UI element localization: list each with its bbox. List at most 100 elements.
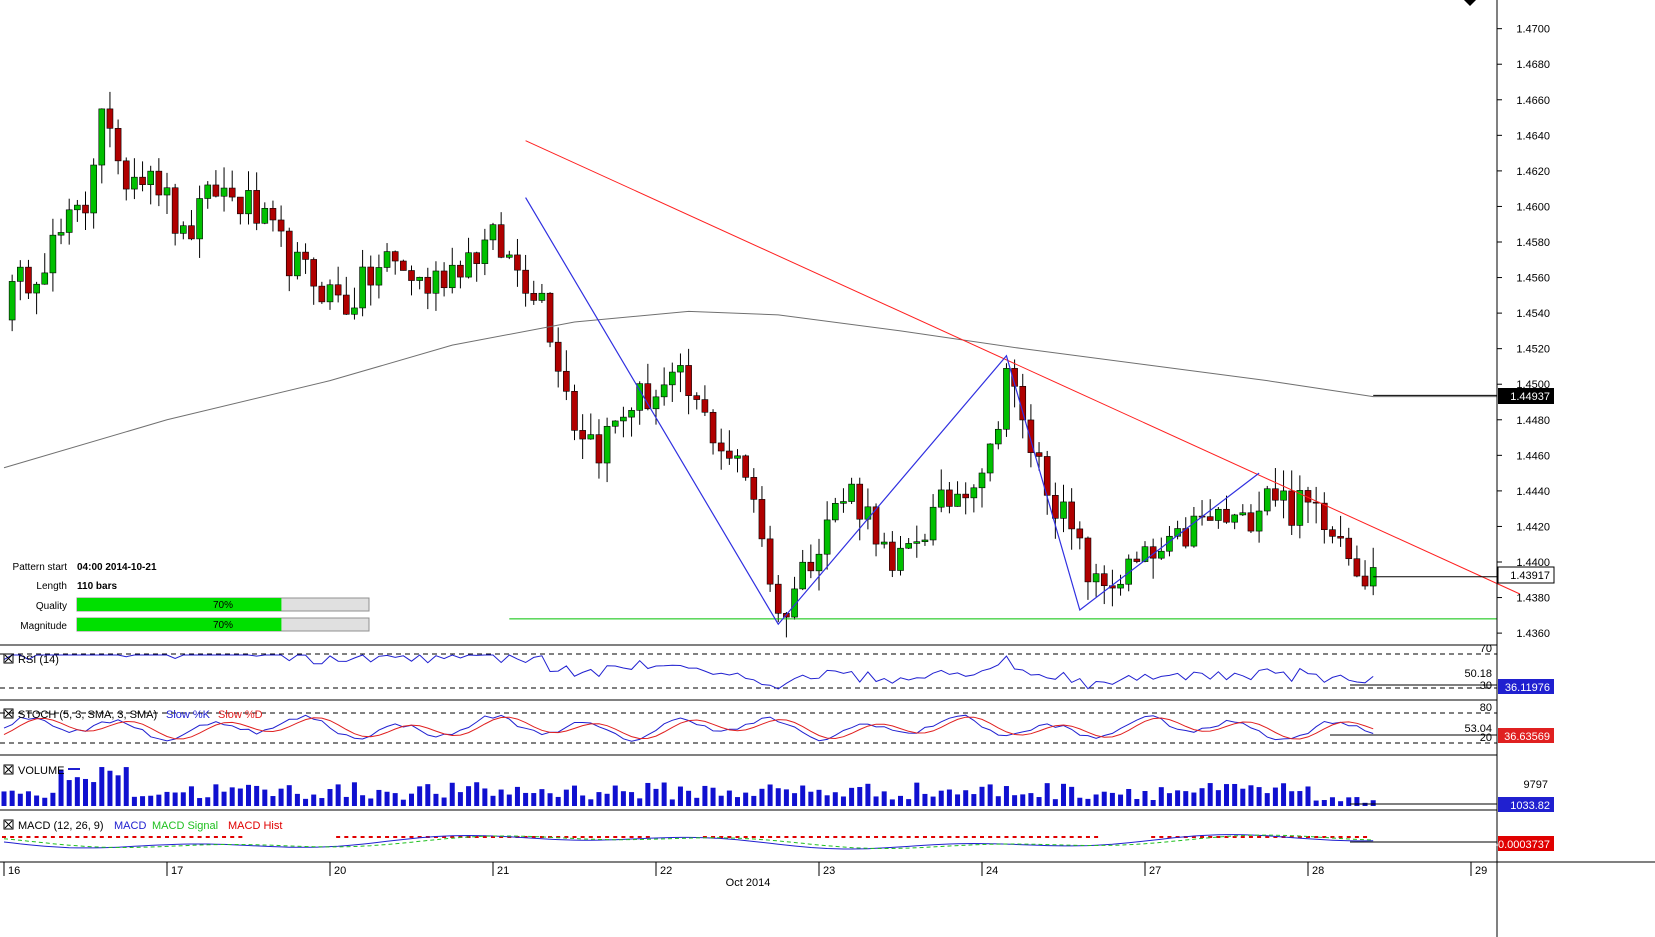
candle-body xyxy=(147,170,154,185)
volume-bar xyxy=(425,784,431,806)
macd-hist-bar xyxy=(817,836,821,838)
volume-bar xyxy=(1224,784,1229,806)
macd-hist-bar xyxy=(1069,836,1074,838)
macd-title: MACD (12, 26, 9) xyxy=(18,820,104,832)
scroll-arrow-icon[interactable] xyxy=(1464,0,1476,6)
macd-panel[interactable]: MACD (12, 26, 9) MACD MACD Signal MACD H… xyxy=(2,819,1554,851)
candle-body xyxy=(481,239,489,264)
candle-body xyxy=(701,399,709,413)
candle-body xyxy=(1231,514,1238,523)
volume-bar xyxy=(1036,797,1042,806)
candle-body xyxy=(571,391,578,431)
stoch-d-label: Slow %D xyxy=(218,709,263,721)
candle-body xyxy=(1263,488,1271,512)
volume-bar xyxy=(898,795,903,806)
current-price-label: 1.43917 xyxy=(1497,566,1555,584)
candle-body xyxy=(799,561,807,590)
y-tick-label: 1.4400 xyxy=(1516,557,1550,569)
candle-body xyxy=(962,493,970,499)
candle-body xyxy=(367,266,375,286)
volume-bar xyxy=(1158,787,1164,806)
candle-body xyxy=(1223,508,1230,523)
macd-hist-bar xyxy=(1338,836,1343,838)
macd-label: MACD xyxy=(114,820,146,832)
volume-bar xyxy=(360,795,366,806)
volume-bar xyxy=(800,785,806,806)
macd-hist-bar xyxy=(401,836,406,838)
volume-bar xyxy=(995,796,1001,806)
candle-body xyxy=(180,225,187,234)
candle-body xyxy=(277,219,285,232)
volume-close-icon[interactable] xyxy=(3,764,14,775)
x-tick-label: 27 xyxy=(1149,865,1161,877)
candle-body xyxy=(65,209,73,233)
x-tick-label: 20 xyxy=(334,865,346,877)
macd-hist-bar xyxy=(173,836,178,838)
candle-body xyxy=(636,383,644,411)
macd-line xyxy=(3,834,1374,850)
volume-bar xyxy=(1052,799,1058,806)
volume-bar xyxy=(1109,792,1115,806)
price-panel[interactable] xyxy=(3,91,1521,638)
stoch-close-icon[interactable] xyxy=(3,708,14,719)
volume-bar xyxy=(1044,783,1050,806)
candle-body xyxy=(660,384,668,398)
volume-bar xyxy=(523,792,529,806)
volume-bar xyxy=(466,786,472,806)
candle-body xyxy=(1141,546,1149,562)
candle-body xyxy=(114,128,122,162)
macd-hist-bar xyxy=(759,836,764,838)
candle-body xyxy=(978,472,986,489)
candle-body xyxy=(228,187,236,198)
volume-bar xyxy=(1061,783,1066,806)
volume-bar xyxy=(351,782,357,806)
candle-body xyxy=(815,553,823,572)
time-axis: 16 17 20 21 22 23 24 27 28 29 Oct 2014 xyxy=(3,862,1487,889)
candle-body xyxy=(1076,528,1084,539)
rsi-close-icon[interactable] xyxy=(3,653,14,664)
macd-hist-bar xyxy=(124,836,129,838)
macd-hist-bar xyxy=(996,836,1001,838)
candle-body xyxy=(261,208,269,224)
volume-bar xyxy=(824,795,830,806)
macd-hist-bar xyxy=(1167,836,1172,838)
stochastic-panel[interactable]: STOCH (5, 3, SMA, 3, SMA) Slow %K Slow %… xyxy=(0,702,1554,744)
candle-body xyxy=(391,251,399,262)
macd-x-icon xyxy=(4,820,13,829)
y-tick-label: 1.4360 xyxy=(1516,628,1550,640)
macd-hist-bar xyxy=(825,836,830,838)
volume-bar xyxy=(490,795,496,806)
pattern-start-label: Pattern start xyxy=(13,562,68,573)
volume-bar xyxy=(1272,787,1278,806)
candle-body xyxy=(253,190,260,224)
macd-close-icon[interactable] xyxy=(3,819,14,830)
volume-panel[interactable]: VOLUME 9797 1033.82 xyxy=(1,764,1555,812)
volume-bar xyxy=(580,795,586,806)
macd-hist-bar xyxy=(931,836,936,838)
macd-hist-bar xyxy=(1354,836,1359,838)
macd-hist-bar xyxy=(572,836,577,838)
macd-hist-bar xyxy=(1216,836,1221,838)
volume-bar xyxy=(319,798,325,806)
candle-body xyxy=(359,266,366,309)
macd-hist-bar xyxy=(417,836,422,838)
macd-hist-bar xyxy=(743,836,748,838)
macd-hist-bar xyxy=(613,836,618,838)
candle-body xyxy=(1361,575,1369,587)
macd-hist-bar xyxy=(1004,836,1009,838)
macd-hist-bar xyxy=(792,836,797,838)
candle-body xyxy=(750,477,758,500)
volume-bar xyxy=(775,788,781,806)
y-tick-label: 1.4620 xyxy=(1516,166,1550,178)
volume-bar xyxy=(955,794,961,806)
volume-bar xyxy=(645,782,651,806)
volume-bar xyxy=(221,791,227,806)
volume-bar xyxy=(17,793,23,806)
volume-bar xyxy=(409,793,414,806)
rsi-panel[interactable]: RSI (14) 70 50.18 30 36.11976 xyxy=(0,643,1554,694)
candle-body xyxy=(734,455,741,459)
macd-hist-bar xyxy=(107,836,112,838)
candle-body xyxy=(954,493,961,507)
volume-bar xyxy=(254,785,260,806)
